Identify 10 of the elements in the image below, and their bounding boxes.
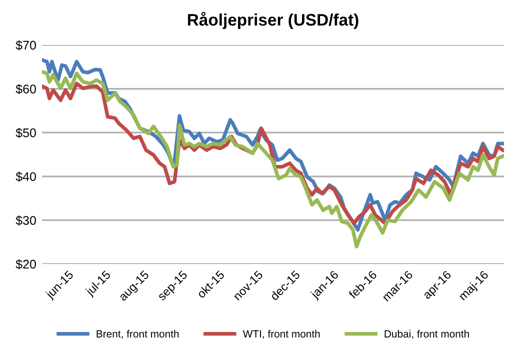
y-tick-label: $30: [16, 215, 36, 226]
y-tick-label: $20: [16, 259, 36, 270]
legend-label: Dubai, front month: [384, 330, 469, 339]
legend-label: Brent, front month: [96, 330, 179, 339]
y-tick-label: $40: [16, 172, 36, 182]
chart-title: Råoljepriser (USD/fat): [188, 12, 358, 30]
y-tick-label: $50: [16, 128, 36, 138]
y-tick-label: $70: [16, 40, 36, 50]
y-tick-label: $60: [16, 84, 36, 94]
legend-label: WTI, front month: [242, 330, 320, 339]
